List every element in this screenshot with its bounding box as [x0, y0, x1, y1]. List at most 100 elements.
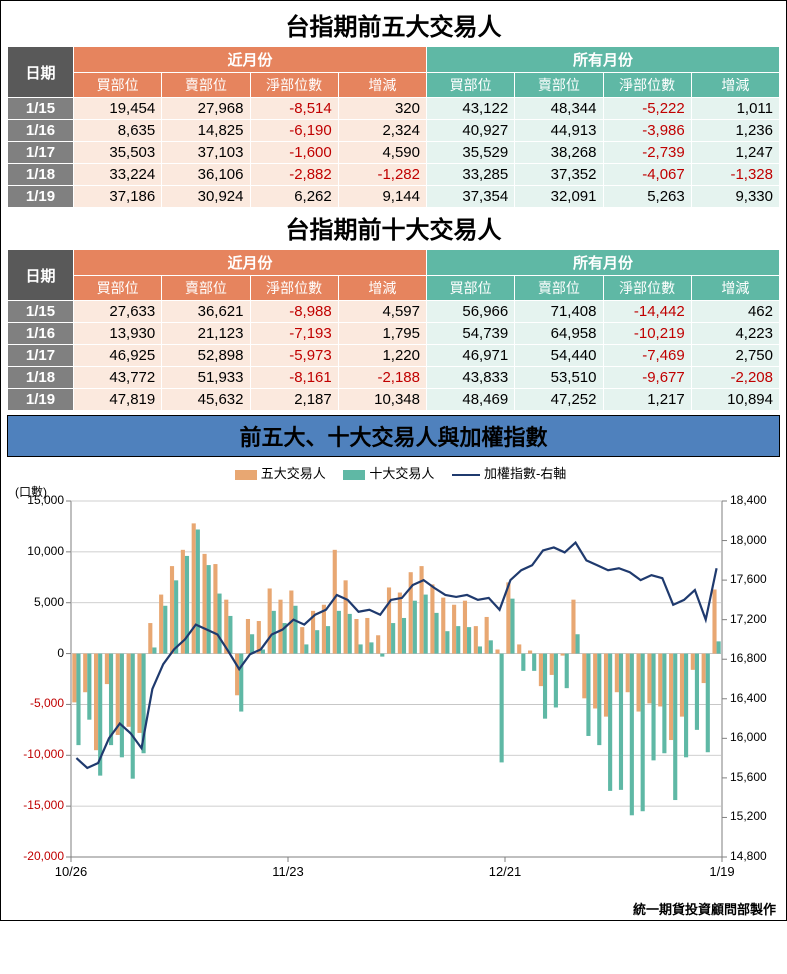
cell: 14,825	[162, 120, 250, 142]
col-date: 日期	[8, 250, 74, 301]
cell: -1,328	[691, 164, 779, 186]
cell: 43,122	[427, 98, 515, 120]
cell: 44,913	[515, 120, 603, 142]
subcol: 賣部位	[515, 73, 603, 98]
cell: -2,188	[338, 367, 426, 389]
cell: 1,220	[338, 345, 426, 367]
row-date: 1/17	[8, 142, 74, 164]
cell: -8,514	[250, 98, 338, 120]
cell: -14,442	[603, 301, 691, 323]
cell: 35,529	[427, 142, 515, 164]
cell: 1,247	[691, 142, 779, 164]
col-all: 所有月份	[427, 250, 780, 276]
cell: 30,924	[162, 186, 250, 208]
cell: 53,510	[515, 367, 603, 389]
subcol: 增減	[691, 73, 779, 98]
row-date: 1/19	[8, 186, 74, 208]
cell: -2,208	[691, 367, 779, 389]
subcol: 增減	[691, 276, 779, 301]
cell: 43,833	[427, 367, 515, 389]
row-date: 1/15	[8, 98, 74, 120]
cell: -2,739	[603, 142, 691, 164]
cell: -2,882	[250, 164, 338, 186]
col-date: 日期	[8, 47, 74, 98]
col-all: 所有月份	[427, 47, 780, 73]
subcol: 淨部位數	[603, 73, 691, 98]
cell: 47,819	[74, 389, 162, 411]
cell: 51,933	[162, 367, 250, 389]
row-date: 1/16	[8, 323, 74, 345]
subcol: 買部位	[427, 276, 515, 301]
cell: 35,503	[74, 142, 162, 164]
cell: 37,352	[515, 164, 603, 186]
col-near: 近月份	[74, 250, 427, 276]
cell: 64,958	[515, 323, 603, 345]
cell: 36,106	[162, 164, 250, 186]
cell: -6,190	[250, 120, 338, 142]
subcol: 增減	[338, 73, 426, 98]
cell: 32,091	[515, 186, 603, 208]
cell: 21,123	[162, 323, 250, 345]
row-date: 1/19	[8, 389, 74, 411]
cell: -7,193	[250, 323, 338, 345]
subcol: 買部位	[427, 73, 515, 98]
cell: 37,186	[74, 186, 162, 208]
cell: 47,252	[515, 389, 603, 411]
cell: -3,986	[603, 120, 691, 142]
cell: 1,217	[603, 389, 691, 411]
cell: -1,600	[250, 142, 338, 164]
cell: 56,966	[427, 301, 515, 323]
cell: 8,635	[74, 120, 162, 142]
cell: 71,408	[515, 301, 603, 323]
cell: 2,750	[691, 345, 779, 367]
table5: 日期近月份所有月份買部位賣部位淨部位數增減買部位賣部位淨部位數增減1/1519,…	[7, 46, 780, 208]
footer-credit: 統一期貨投資顧問部製作	[7, 897, 780, 918]
cell: 38,268	[515, 142, 603, 164]
cell: 54,739	[427, 323, 515, 345]
row-date: 1/15	[8, 301, 74, 323]
cell: -4,067	[603, 164, 691, 186]
cell: 37,354	[427, 186, 515, 208]
subcol: 賣部位	[515, 276, 603, 301]
cell: 4,223	[691, 323, 779, 345]
cell: 48,469	[427, 389, 515, 411]
cell: 54,440	[515, 345, 603, 367]
cell: 19,454	[74, 98, 162, 120]
cell: 2,187	[250, 389, 338, 411]
cell: 33,224	[74, 164, 162, 186]
cell: 1,236	[691, 120, 779, 142]
table10: 日期近月份所有月份買部位賣部位淨部位數增減買部位賣部位淨部位數增減1/1527,…	[7, 249, 780, 411]
row-date: 1/18	[8, 164, 74, 186]
cell: 52,898	[162, 345, 250, 367]
cell: -8,988	[250, 301, 338, 323]
cell: 4,590	[338, 142, 426, 164]
cell: -5,973	[250, 345, 338, 367]
chart-title: 前五大、十大交易人與加權指數	[7, 415, 780, 457]
cell: 320	[338, 98, 426, 120]
subcol: 賣部位	[162, 276, 250, 301]
cell: 6,262	[250, 186, 338, 208]
subcol: 淨部位數	[250, 73, 338, 98]
cell: 46,925	[74, 345, 162, 367]
cell: -9,677	[603, 367, 691, 389]
cell: 10,348	[338, 389, 426, 411]
cell: 462	[691, 301, 779, 323]
subcol: 淨部位數	[603, 276, 691, 301]
cell: -1,282	[338, 164, 426, 186]
cell: 1,011	[691, 98, 779, 120]
subcol: 增減	[338, 276, 426, 301]
cell: 33,285	[427, 164, 515, 186]
row-date: 1/17	[8, 345, 74, 367]
cell: 10,894	[691, 389, 779, 411]
col-near: 近月份	[74, 47, 427, 73]
cell: 4,597	[338, 301, 426, 323]
cell: 27,968	[162, 98, 250, 120]
cell: 13,930	[74, 323, 162, 345]
cell: 9,144	[338, 186, 426, 208]
cell: 1,795	[338, 323, 426, 345]
table10-title: 台指期前十大交易人	[7, 208, 780, 249]
row-date: 1/18	[8, 367, 74, 389]
subcol: 淨部位數	[250, 276, 338, 301]
subcol: 賣部位	[162, 73, 250, 98]
cell: 43,772	[74, 367, 162, 389]
